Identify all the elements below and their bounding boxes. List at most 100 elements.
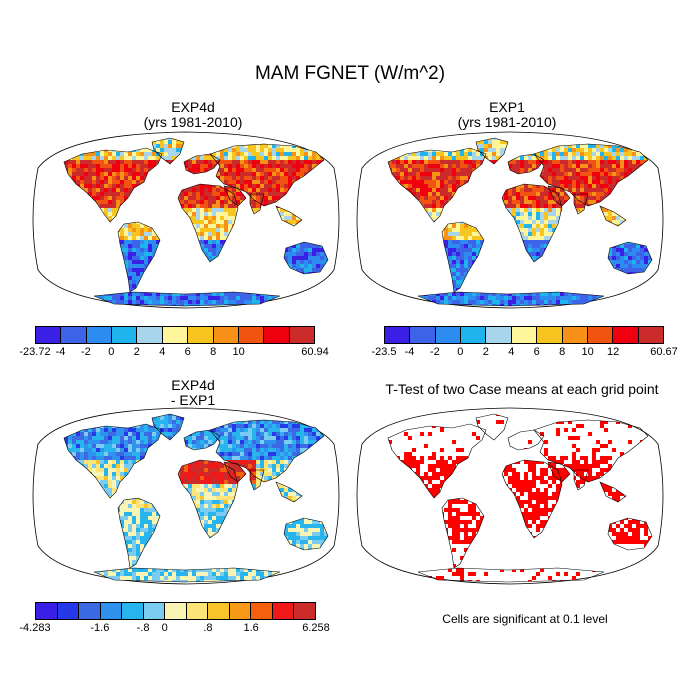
coastline-southAmerica	[441, 497, 485, 569]
coastline-northAmerica	[387, 147, 487, 223]
colorbar-swatch	[251, 603, 273, 619]
colorbar-tick-label: -4	[404, 346, 415, 358]
colorbar-tick-label: -4.283	[19, 622, 51, 634]
panel-title-exp1: EXP1 (yrs 1981-2010)	[352, 100, 662, 130]
colorbar-tick-label: 1.6	[243, 622, 259, 634]
coastline-africa	[501, 459, 563, 539]
coastline-seAsia	[275, 205, 303, 227]
colorbar-tick-label: 8	[559, 346, 566, 358]
coastline-southAmerica	[441, 221, 485, 293]
colorbar-tick-label: 6	[533, 346, 540, 358]
colorbar-swatch	[188, 327, 214, 343]
coastline-seAsia	[599, 481, 627, 503]
colorbar-diff	[35, 602, 316, 620]
coastline-africa	[177, 183, 239, 263]
colorbar-swatch	[208, 603, 230, 619]
coastline-arabia	[223, 461, 247, 483]
coastline-antarctica	[417, 567, 605, 583]
panel-title-line1: T-Test of two Case means at each grid po…	[385, 381, 659, 397]
colorbar-tick-label: 2	[133, 346, 140, 358]
colorbar-swatch	[79, 603, 101, 619]
map-ttest	[356, 407, 664, 585]
significance-note: Cells are significant at 0.1 level	[442, 612, 608, 626]
colorbar-swatch	[587, 327, 614, 343]
colorbar-swatch	[61, 327, 87, 343]
colorbar-labels-exp4d: -23.72 -4 -2 0 2 4 6 8 10 60.94	[19, 346, 328, 360]
colorbar-swatch	[186, 603, 209, 619]
panel-title-line2: (yrs 1981-2010)	[457, 114, 557, 130]
colorbar-swatch	[122, 603, 144, 619]
colorbar-swatch	[213, 327, 239, 343]
colorbar-tick-label: 6	[184, 346, 191, 358]
map-exp4d	[32, 131, 340, 309]
colorbar-swatch	[638, 327, 663, 343]
coastline-europe	[507, 429, 545, 451]
coastline-arabia	[547, 461, 571, 483]
colorbar-swatch	[57, 603, 80, 619]
panel-title-ttest: T-Test of two Case means at each grid po…	[352, 382, 692, 397]
coastline-europe	[183, 153, 221, 175]
colorbar-swatch	[112, 327, 138, 343]
colorbar-tick-label: 10	[232, 346, 245, 358]
coastline-india	[249, 469, 265, 491]
coastline-india	[249, 193, 265, 215]
colorbar-swatch	[238, 327, 265, 343]
coastline-arabia	[547, 185, 571, 207]
coastline-southAmerica	[117, 497, 161, 569]
map-exp1	[356, 131, 664, 309]
colorbar-tick-label: 12	[606, 346, 620, 358]
coastline-india	[573, 469, 589, 491]
panel-title-line1: EXP1	[489, 99, 525, 115]
colorbar-exp1	[384, 326, 664, 344]
coastline-india	[573, 193, 589, 215]
colorbar-swatch	[36, 327, 62, 343]
coastline-northAmerica	[63, 147, 163, 223]
colorbar-swatch	[461, 327, 487, 343]
colorbar-tick-label: 60.94	[301, 346, 329, 358]
colorbar-swatch	[537, 327, 563, 343]
coastline-australia	[607, 241, 653, 275]
colorbar-exp4d	[35, 326, 315, 344]
coastline-asia	[209, 419, 325, 483]
colorbar-tick-label: 4	[508, 346, 515, 358]
coastline-greenland	[475, 413, 509, 441]
colorbar-swatch	[294, 603, 315, 619]
colorbar-swatch	[410, 327, 436, 343]
colorbar-tick-label: -.8	[136, 622, 150, 634]
coastline-africa	[501, 183, 563, 263]
coastline-europe	[507, 153, 545, 175]
colorbar-swatch	[385, 327, 411, 343]
colorbar-tick-label: 0	[161, 622, 168, 634]
coastline-southAmerica	[117, 221, 161, 293]
panel-title-line2: (yrs 1981-2010)	[143, 114, 243, 130]
coastline-seAsia	[275, 481, 303, 503]
panel-title-line1: EXP4d	[171, 99, 215, 115]
colorbar-swatch	[613, 327, 639, 343]
colorbar-swatch	[289, 327, 314, 343]
colorbar-swatch	[272, 603, 295, 619]
colorbar-swatch	[511, 327, 538, 343]
coastline-australia	[283, 517, 329, 551]
colorbar-tick-label: .8	[203, 622, 213, 634]
figure-title: MAM FGNET (W/m^2)	[254, 63, 446, 84]
colorbar-tick-label: -1.6	[90, 622, 110, 634]
colorbar-swatch	[486, 327, 512, 343]
colorbar-tick-label: 60.67	[650, 346, 678, 358]
colorbar-labels-exp1: -23.5 -4 -2 0 2 4 6 8 10 12 60.67	[371, 346, 677, 360]
colorbar-tick-label: -2	[81, 346, 91, 358]
panel-title-line2: - EXP1	[170, 392, 216, 408]
colorbar-swatch	[162, 327, 189, 343]
coastline-australia	[607, 517, 653, 551]
coastline-asia	[209, 143, 325, 207]
colorbar-tick-label: 0	[457, 346, 464, 358]
coastline-asia	[533, 419, 649, 483]
coastline-greenland	[151, 413, 185, 441]
colorbar-swatch	[229, 603, 252, 619]
colorbar-tick-label: 8	[210, 346, 217, 358]
coastline-antarctica	[93, 567, 281, 583]
coastline-seAsia	[599, 205, 627, 227]
colorbar-swatch	[562, 327, 588, 343]
colorbar-swatch	[143, 603, 166, 619]
coastline-australia	[283, 241, 329, 275]
colorbar-tick-label: 10	[581, 346, 594, 358]
